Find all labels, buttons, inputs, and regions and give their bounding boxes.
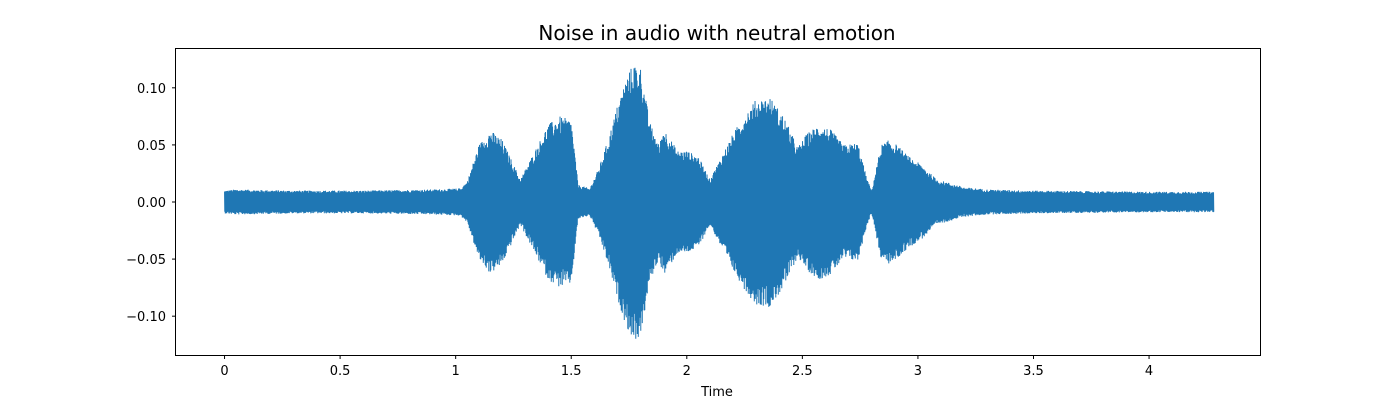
y-tick-label: −0.10 <box>126 310 166 325</box>
x-tick-label: 2 <box>683 364 691 379</box>
x-tick-label: 3.5 <box>1023 364 1044 379</box>
x-tick-label: 2.5 <box>792 364 813 379</box>
x-tick-label: 0.5 <box>330 364 351 379</box>
x-tick-label: 1 <box>452 364 460 379</box>
chart-title: Noise in audio with neutral emotion <box>538 21 895 45</box>
x-axis-label: Time <box>700 385 733 400</box>
y-tick-label: 0.00 <box>137 196 166 211</box>
y-tick-label: 0.10 <box>137 82 166 97</box>
y-tick-label: −0.05 <box>126 253 166 268</box>
x-tick-label: 3 <box>914 364 922 379</box>
x-tick-label: 0 <box>220 364 228 379</box>
x-tick-label: 4 <box>1145 364 1153 379</box>
x-tick-label: 1.5 <box>561 364 582 379</box>
y-tick-label: 0.05 <box>137 139 166 154</box>
plot-area <box>224 67 1215 339</box>
waveform-series-line <box>224 67 1215 339</box>
y-axis: −0.10 −0.05 0.00 0.05 0.10 <box>126 82 176 325</box>
x-axis: 0 0.5 1 1.5 2 2.5 3 3.5 4 <box>220 355 1153 379</box>
